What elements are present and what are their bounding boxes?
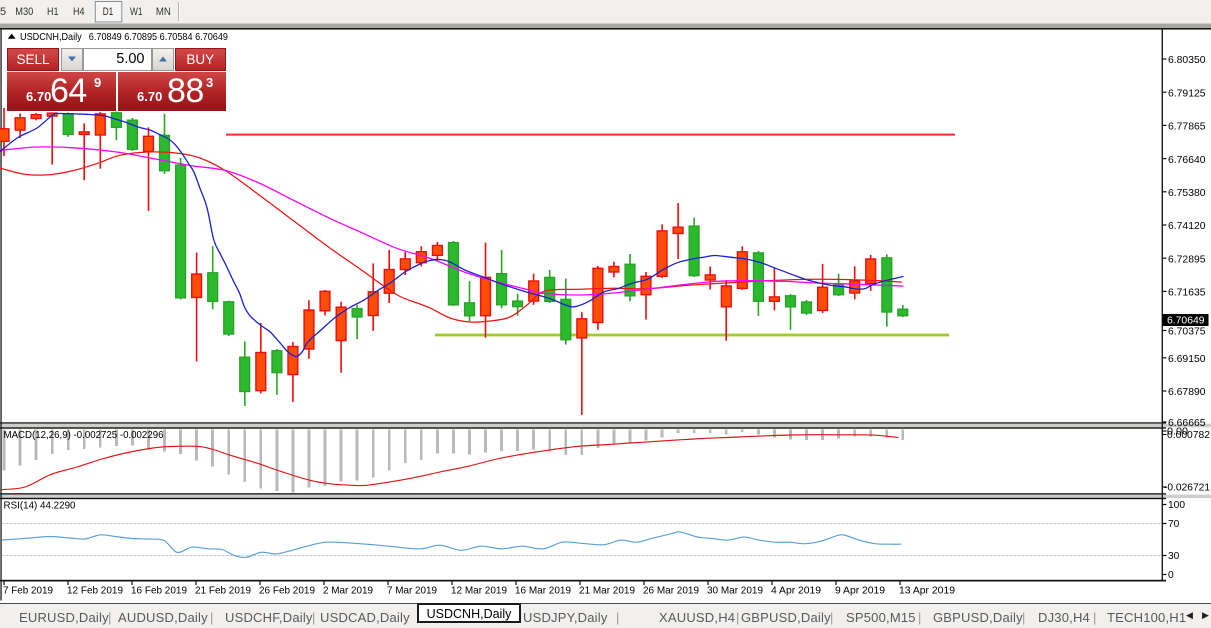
svg-text:2 Mar 2019: 2 Mar 2019	[323, 586, 373, 597]
svg-text:9 Apr 2019: 9 Apr 2019	[835, 586, 885, 597]
svg-text:6.69150: 6.69150	[1168, 354, 1206, 365]
svg-text:6.66665: 6.66665	[1168, 418, 1206, 429]
svg-text:H4: H4	[73, 6, 85, 18]
svg-text:7 Feb 2019: 7 Feb 2019	[3, 586, 53, 597]
svg-text:12 Mar 2019: 12 Mar 2019	[451, 586, 507, 597]
svg-text:D1: D1	[103, 6, 114, 18]
svg-text:26 Mar 2019: 26 Mar 2019	[643, 586, 699, 597]
svg-text:7 Mar 2019: 7 Mar 2019	[387, 586, 437, 597]
svg-text:0.000782: 0.000782	[1167, 430, 1210, 441]
svg-text:0.00: 0.00	[1167, 426, 1188, 437]
svg-text:H1: H1	[47, 6, 59, 18]
svg-text:MACD(12,26,9) -0.002725 -0.002: MACD(12,26,9) -0.002725 -0.002296	[4, 430, 164, 441]
svg-text:6.71635: 6.71635	[1168, 288, 1206, 299]
svg-text:6.70649: 6.70649	[1167, 315, 1205, 326]
svg-text:70: 70	[1168, 519, 1180, 530]
svg-text:M30: M30	[15, 6, 33, 18]
svg-text:6.77865: 6.77865	[1168, 122, 1206, 133]
svg-text:RSI(14) 44.2290: RSI(14) 44.2290	[4, 500, 76, 511]
svg-text:30: 30	[1168, 551, 1180, 562]
svg-text:6.70375: 6.70375	[1168, 327, 1206, 338]
svg-text:21 Mar 2019: 21 Mar 2019	[579, 586, 635, 597]
svg-text:21 Feb 2019: 21 Feb 2019	[195, 586, 251, 597]
svg-text:26 Feb 2019: 26 Feb 2019	[259, 586, 315, 597]
svg-text:W1: W1	[130, 6, 143, 18]
svg-text:6.72895: 6.72895	[1168, 254, 1206, 265]
svg-text:12 Feb 2019: 12 Feb 2019	[67, 586, 123, 597]
svg-text:13 Apr 2019: 13 Apr 2019	[899, 586, 955, 597]
svg-text:-0.026721: -0.026721	[1164, 482, 1210, 493]
svg-text:5: 5	[0, 6, 6, 18]
svg-text:0: 0	[1168, 570, 1174, 581]
svg-text:USDCNH,Daily 6.70849 6.70895: USDCNH,Daily 6.70849 6.70895 6.70584 6.7…	[20, 32, 228, 43]
svg-text:6.67890: 6.67890	[1168, 387, 1206, 398]
svg-text:6.79125: 6.79125	[1168, 88, 1206, 99]
svg-text:16 Mar 2019: 16 Mar 2019	[515, 586, 571, 597]
svg-text:6.74120: 6.74120	[1168, 221, 1206, 232]
svg-text:4 Apr 2019: 4 Apr 2019	[771, 586, 821, 597]
svg-text:16 Feb 2019: 16 Feb 2019	[131, 586, 187, 597]
svg-text:6.75380: 6.75380	[1168, 188, 1206, 199]
svg-text:30 Mar 2019: 30 Mar 2019	[707, 586, 763, 597]
svg-text:6.80350: 6.80350	[1168, 55, 1206, 66]
svg-text:6.76640: 6.76640	[1168, 155, 1206, 166]
svg-text:MN: MN	[156, 6, 171, 18]
svg-text:100: 100	[1168, 500, 1185, 511]
